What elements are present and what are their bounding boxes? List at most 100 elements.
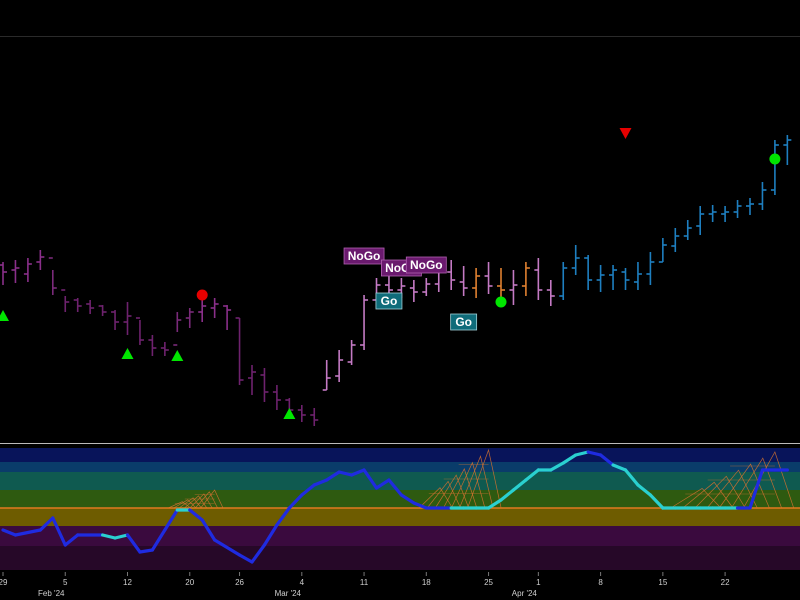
nogo-flag: NoGo	[405, 256, 447, 274]
oscillator-line	[1, 450, 789, 564]
price-bars	[0, 135, 792, 426]
wave-line	[451, 461, 486, 509]
price-bar	[322, 360, 331, 391]
price-bar	[185, 308, 194, 328]
price-bar	[696, 206, 705, 235]
price-bar	[621, 268, 630, 290]
x-tick-label: 5	[63, 578, 68, 587]
oscillator-segment	[511, 478, 528, 492]
green-triangle-up-icon	[283, 408, 296, 419]
oscillator-segment	[163, 508, 179, 532]
price-bar	[23, 258, 32, 282]
price-bar	[596, 265, 605, 292]
oscillator-segment	[287, 493, 304, 510]
flag-label: Go	[381, 294, 398, 308]
price-bar	[248, 365, 256, 395]
price-bar	[783, 135, 792, 165]
x-tick-label: 12	[123, 578, 132, 587]
price-bar	[721, 206, 730, 222]
price-bar	[36, 250, 45, 270]
price-bar	[173, 312, 182, 346]
go-flag: Go	[450, 313, 478, 331]
oscillator-segment	[312, 478, 329, 487]
price-bar	[123, 302, 132, 335]
oscillator-segment	[325, 470, 341, 482]
x-month-label: Mar '24	[275, 589, 302, 598]
wave-line	[173, 499, 197, 509]
price-bar	[447, 260, 456, 290]
price-bar	[297, 405, 306, 422]
oscillator-segment	[13, 528, 42, 537]
price-bar	[484, 262, 493, 294]
oscillator-segment	[1, 528, 18, 537]
flag-box	[450, 313, 478, 331]
oscillator-segment	[250, 543, 267, 564]
price-bar	[509, 270, 518, 305]
price-bar	[758, 182, 767, 210]
price-bar	[98, 305, 107, 316]
price-bar	[160, 342, 169, 356]
wave-line	[168, 501, 191, 509]
x-month-label: Feb '24	[38, 589, 65, 598]
green-triangle-up-icon	[121, 348, 134, 359]
green-circle-icon	[495, 296, 507, 308]
oscillator-segment	[200, 518, 217, 542]
red-triangle-down-icon	[619, 128, 632, 139]
oscillator-segment	[524, 468, 540, 482]
oscillator-segment	[486, 498, 503, 510]
price-bar	[658, 238, 667, 263]
oscillator-segment	[188, 508, 204, 522]
wave-line	[426, 480, 461, 509]
wave-line	[718, 463, 770, 509]
price-bar	[272, 385, 281, 410]
price-bar	[770, 140, 779, 195]
oscillator-segment	[300, 483, 316, 497]
price-bar	[497, 268, 505, 300]
red-circle-icon	[196, 289, 208, 301]
oscillator-band	[0, 526, 800, 546]
price-bar	[559, 262, 568, 300]
green-circle-icon	[769, 153, 781, 165]
flag-label: Go	[455, 315, 472, 329]
oscillator-segment	[362, 468, 379, 490]
x-tick-label: 11	[360, 578, 369, 587]
flag-label: NoGo	[348, 249, 381, 263]
oscillator-segment	[399, 493, 416, 505]
price-bar	[683, 220, 692, 240]
oscillator-segment	[549, 461, 565, 472]
wave-line	[743, 451, 795, 509]
oscillator-segment	[38, 516, 55, 532]
wave-line	[731, 457, 782, 509]
price-bar	[534, 258, 543, 300]
x-month-label: Apr '24	[512, 589, 538, 598]
price-bar	[746, 198, 754, 215]
oscillator-band	[0, 462, 800, 472]
price-bar	[571, 245, 580, 275]
green-triangle-up-icon	[0, 310, 9, 321]
oscillator-segment	[636, 483, 653, 497]
x-tick-label: 8	[598, 578, 603, 587]
x-tick-label: 4	[300, 578, 305, 587]
flag-box	[343, 247, 385, 265]
price-bar	[335, 350, 344, 382]
oscillator-band	[0, 472, 800, 490]
wave-line	[435, 474, 470, 509]
price-bar	[708, 205, 717, 222]
price-bar	[584, 255, 593, 290]
x-tick-label: 1	[536, 578, 541, 587]
green-triangle-up-icon	[171, 350, 184, 361]
oscillator-segment	[374, 478, 391, 490]
price-bar	[235, 317, 244, 385]
price-bar	[546, 280, 555, 306]
price-bar	[633, 262, 642, 290]
oscillator-segment	[561, 453, 578, 465]
price-bar	[459, 266, 468, 296]
oscillator-wave-clusters	[168, 448, 795, 509]
oscillator-segment	[213, 538, 242, 557]
price-bar	[210, 298, 219, 318]
wave-line	[418, 487, 453, 509]
oscillator-segment	[51, 516, 67, 547]
wave-line	[467, 448, 502, 509]
wave-line	[459, 455, 494, 509]
